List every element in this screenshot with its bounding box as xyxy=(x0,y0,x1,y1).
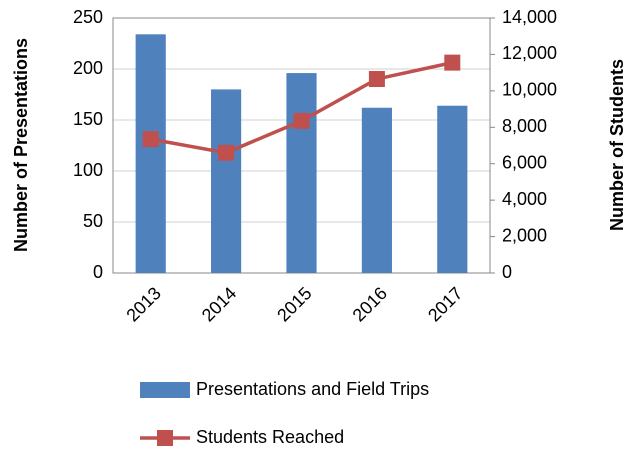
x-tick-label: 2017 xyxy=(424,283,466,325)
legend-marker xyxy=(157,430,173,446)
bar xyxy=(437,105,468,273)
marker xyxy=(293,112,310,129)
y2-tick-label: 14,000 xyxy=(502,7,557,27)
y-tick-label: 200 xyxy=(73,58,103,78)
y2-tick-label: 4,000 xyxy=(502,189,547,209)
y-tick-label: 250 xyxy=(73,7,103,27)
marker xyxy=(142,131,159,148)
legend-swatch xyxy=(140,382,190,398)
x-tick-label: 2015 xyxy=(273,283,315,325)
marker xyxy=(368,71,385,88)
marker xyxy=(444,54,461,71)
x-tick-label: 2016 xyxy=(349,283,391,325)
bar xyxy=(211,89,242,274)
marker xyxy=(218,144,235,161)
y-tick-label: 0 xyxy=(93,262,103,282)
legend-label: Presentations and Field Trips xyxy=(196,379,429,399)
legend-label: Students Reached xyxy=(196,427,344,447)
y2-tick-label: 10,000 xyxy=(502,80,557,100)
y-axis-title: Number of Presentations xyxy=(11,38,31,252)
y-tick-label: 50 xyxy=(83,211,103,231)
y2-axis-title: Number of Students xyxy=(607,59,627,231)
y2-tick-label: 12,000 xyxy=(502,43,557,63)
y2-tick-label: 2,000 xyxy=(502,225,547,245)
x-tick-label: 2014 xyxy=(198,283,240,325)
y-tick-label: 150 xyxy=(73,109,103,129)
y-tick-label: 100 xyxy=(73,160,103,180)
y2-tick-label: 8,000 xyxy=(502,116,547,136)
y2-tick-label: 0 xyxy=(502,262,512,282)
bar xyxy=(135,34,166,273)
bar xyxy=(361,107,392,273)
bar xyxy=(286,73,317,273)
y2-tick-label: 6,000 xyxy=(502,152,547,172)
x-tick-label: 2013 xyxy=(122,283,164,325)
